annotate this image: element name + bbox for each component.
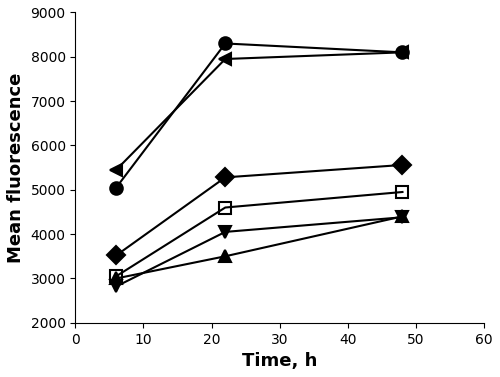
Y-axis label: Mean fluorescence: Mean fluorescence bbox=[7, 72, 25, 263]
X-axis label: Time, h: Time, h bbox=[242, 352, 318, 370]
